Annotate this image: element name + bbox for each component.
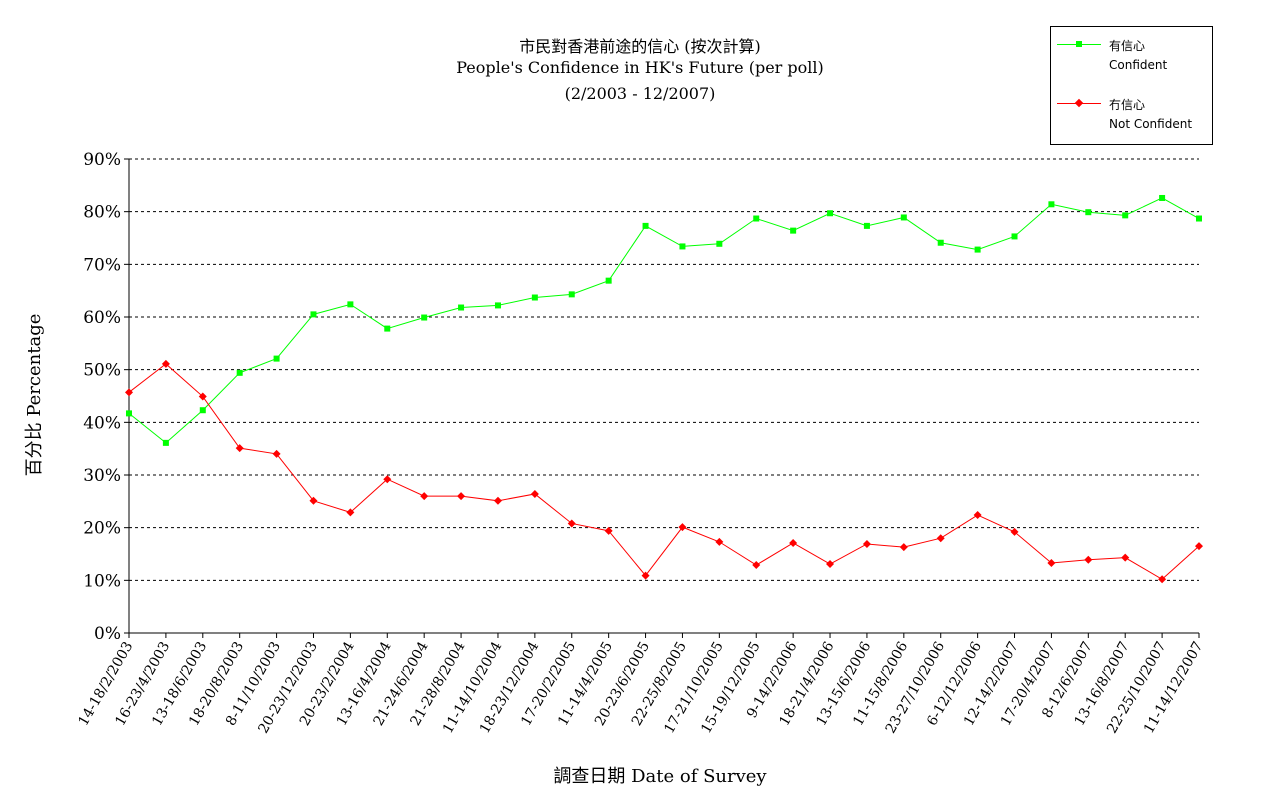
- data-point-not-confident: [826, 560, 835, 569]
- data-point-confident: [421, 314, 428, 321]
- data-point-not-confident: [125, 388, 133, 397]
- data-point-not-confident: [752, 561, 761, 570]
- data-point-not-confident: [678, 523, 687, 532]
- data-point-not-confident: [862, 539, 871, 548]
- data-point-confident: [273, 355, 280, 362]
- data-point-confident: [974, 246, 981, 253]
- data-point-not-confident: [493, 496, 502, 505]
- chart-subtitle-period: (2/2003 - 12/2007): [564, 84, 716, 103]
- y-tick-label: 40%: [83, 413, 121, 433]
- chart-title-english: People's Confidence in HK's Future (per …: [456, 58, 824, 77]
- data-point-not-confident: [383, 475, 392, 484]
- y-tick-label: 80%: [83, 203, 121, 223]
- series-line-not-confident: [128, 363, 1200, 580]
- data-point-confident: [162, 439, 169, 446]
- data-point-confident: [1085, 209, 1092, 216]
- data-point-not-confident: [567, 519, 576, 528]
- data-point-not-confident: [346, 508, 355, 517]
- legend-label-not-confident-zh: 冇信心: [1109, 98, 1146, 112]
- data-point-confident: [1159, 194, 1166, 201]
- data-point-confident: [900, 214, 907, 221]
- data-point-confident: [679, 243, 686, 250]
- data-point-not-confident: [1158, 575, 1167, 584]
- legend-label-confident-zh: 有信心: [1109, 39, 1146, 53]
- data-point-confident: [494, 302, 501, 309]
- data-point-confident: [642, 222, 649, 229]
- data-point-confident: [1122, 212, 1129, 219]
- data-point-confident: [1048, 201, 1055, 208]
- data-point-confident: [937, 239, 944, 246]
- data-point-not-confident: [161, 359, 170, 368]
- y-tick-label: 90%: [83, 150, 121, 170]
- data-point-confident: [310, 311, 317, 318]
- data-point-not-confident: [973, 511, 982, 520]
- data-point-confident: [1011, 233, 1018, 240]
- data-point-not-confident: [1195, 542, 1203, 551]
- legend-label-not-confident-en: Not Confident: [1109, 117, 1193, 131]
- data-point-confident: [347, 301, 354, 308]
- data-point-not-confident: [457, 492, 466, 501]
- data-point-not-confident: [235, 444, 244, 453]
- data-point-confident: [716, 240, 723, 247]
- y-tick-label: 20%: [83, 519, 121, 539]
- data-point-confident: [827, 210, 834, 217]
- data-point-not-confident: [1010, 527, 1019, 536]
- data-point-not-confident: [1121, 553, 1130, 562]
- data-point-confident: [458, 304, 465, 311]
- x-axis-label: 調查日期 Date of Survey: [553, 766, 767, 787]
- y-tick-label: 60%: [83, 308, 121, 328]
- data-point-not-confident: [309, 496, 318, 505]
- series-line-confident: [128, 197, 1200, 444]
- y-tick-label: 30%: [83, 466, 121, 486]
- data-point-confident: [753, 215, 760, 222]
- data-point-not-confident: [604, 526, 613, 535]
- data-point-confident: [1196, 215, 1202, 222]
- data-point-not-confident: [530, 489, 539, 498]
- legend-label-confident-en: Confident: [1109, 58, 1168, 72]
- data-point-not-confident: [272, 449, 281, 458]
- data-point-not-confident: [899, 543, 908, 552]
- y-tick-label: 10%: [83, 571, 121, 591]
- data-point-not-confident: [1047, 558, 1056, 567]
- data-point-not-confident: [1084, 555, 1093, 564]
- data-point-confident: [531, 294, 538, 301]
- data-point-confident: [790, 227, 797, 234]
- data-point-confident: [236, 369, 243, 376]
- data-point-not-confident: [936, 534, 945, 543]
- data-point-not-confident: [789, 538, 798, 547]
- chart-title-chinese: 市民對香港前途的信心 (按次計算): [519, 37, 761, 56]
- data-point-not-confident: [198, 392, 207, 401]
- data-point-not-confident: [715, 537, 724, 546]
- data-point-confident: [126, 410, 132, 417]
- y-tick-label: 0%: [94, 624, 121, 644]
- data-point-not-confident: [641, 571, 650, 580]
- y-tick-label: 70%: [83, 255, 121, 275]
- data-point-confident: [863, 222, 870, 229]
- data-point-confident: [605, 277, 612, 284]
- data-point-confident: [199, 407, 206, 414]
- data-point-confident: [568, 291, 575, 298]
- data-point-not-confident: [420, 492, 429, 501]
- data-point-confident: [384, 325, 391, 332]
- legend: 有信心 Confident 冇信心 Not Confident: [1050, 26, 1213, 145]
- y-tick-label: 50%: [83, 361, 121, 381]
